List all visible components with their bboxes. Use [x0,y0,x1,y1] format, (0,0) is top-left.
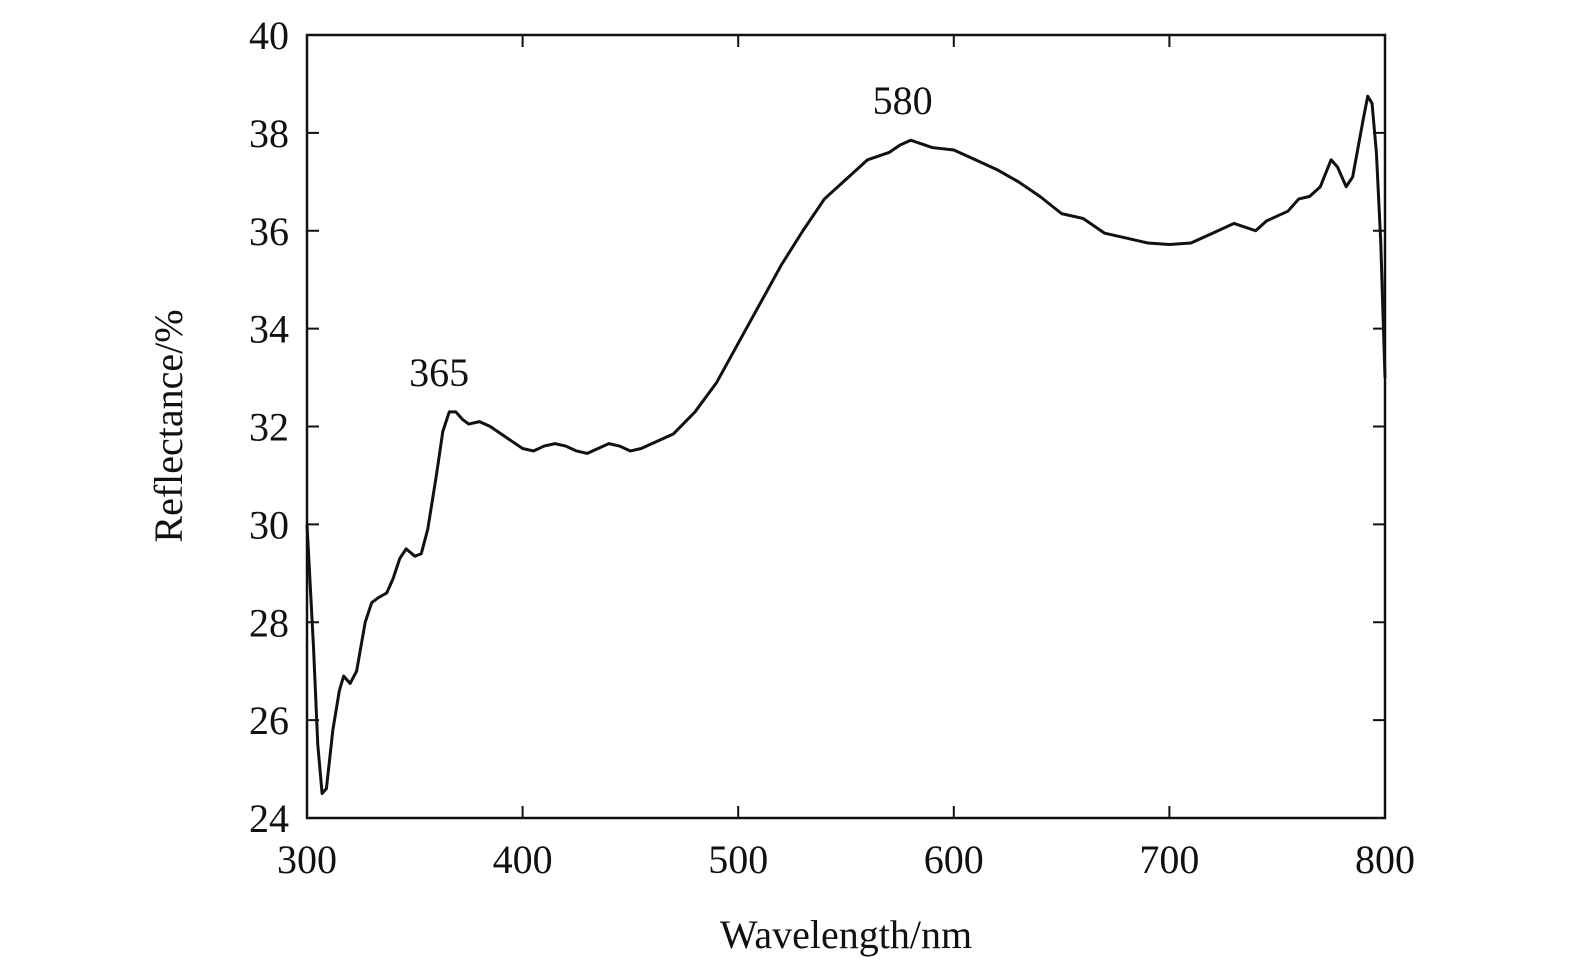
x-tick-label: 800 [1355,837,1415,882]
annotation: 365 [409,350,469,395]
x-tick-label: 300 [277,837,337,882]
x-axis-label: Wavelength/nm [720,912,972,957]
y-tick-label: 32 [249,405,289,450]
y-tick-label: 38 [249,111,289,156]
x-tick-label: 400 [493,837,553,882]
y-tick-label: 28 [249,600,289,645]
y-tick-label: 30 [249,502,289,547]
y-tick-label: 36 [249,209,289,254]
y-tick-label: 24 [249,796,289,841]
data-line [305,94,1387,796]
x-tick-label: 600 [924,837,984,882]
y-tick-label: 34 [249,307,289,352]
y-axis-label: Reflectance/% [146,309,191,542]
annotation: 580 [873,78,933,123]
x-tick-label: 700 [1139,837,1199,882]
y-tick-label: 26 [249,698,289,743]
y-tick-label: 40 [249,13,289,58]
plot-frame [305,33,1387,820]
x-tick-label: 500 [708,837,768,882]
